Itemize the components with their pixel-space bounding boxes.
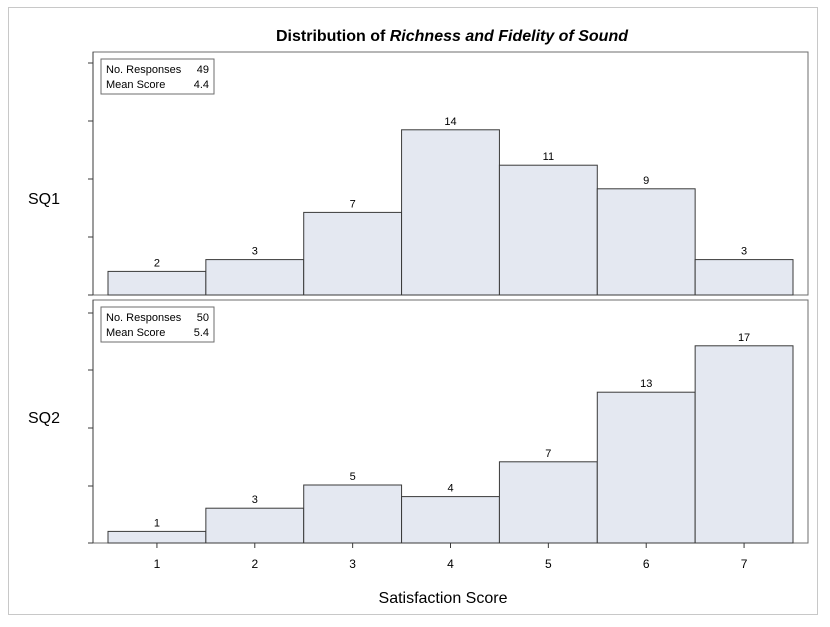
x-tick-label: 3 bbox=[349, 557, 356, 571]
data-label: 4 bbox=[447, 483, 453, 495]
stat-value: 49 bbox=[197, 64, 209, 76]
data-label: 7 bbox=[545, 448, 551, 460]
x-tick-label: 7 bbox=[741, 557, 748, 571]
stat-label: No. Responses bbox=[106, 312, 182, 324]
stat-value: 50 bbox=[197, 312, 209, 324]
x-tick-label: 5 bbox=[545, 557, 552, 571]
row-label-sq1: SQ1 bbox=[28, 191, 60, 208]
chart-title-emphasis: Richness and Fidelity of Sound bbox=[390, 28, 629, 45]
data-label: 11 bbox=[543, 151, 554, 163]
stats-box bbox=[100, 58, 215, 95]
stats-box bbox=[100, 306, 215, 343]
x-tick-label: 1 bbox=[154, 557, 161, 571]
panel-1: SQ1 2 3 7 14 11 9 3 No. Responses 49 Mean Score 4.4 bbox=[28, 51, 809, 296]
x-axis-label: Satisfaction Score bbox=[379, 590, 508, 607]
x-tick-label: 6 bbox=[643, 557, 650, 571]
bar-7 bbox=[694, 345, 794, 544]
bar-5 bbox=[498, 164, 598, 296]
data-label: 9 bbox=[643, 175, 649, 187]
data-label: 3 bbox=[252, 246, 258, 258]
chart-title: Distribution of Richness and Fidelity of… bbox=[276, 28, 629, 45]
stat-label: Mean Score bbox=[106, 79, 165, 91]
chart-title-prefix: Distribution of bbox=[276, 28, 390, 45]
bar-2 bbox=[205, 507, 305, 544]
data-label: 14 bbox=[444, 116, 456, 128]
bar-3 bbox=[303, 211, 403, 296]
bar-6 bbox=[596, 391, 696, 544]
data-label: 3 bbox=[741, 246, 747, 258]
bar-4 bbox=[401, 496, 500, 544]
data-label: 5 bbox=[350, 471, 356, 483]
stat-label: No. Responses bbox=[106, 64, 182, 76]
data-label: 3 bbox=[252, 494, 258, 506]
data-label: 1 bbox=[154, 517, 160, 529]
x-tick-label: 4 bbox=[447, 557, 454, 571]
data-label: 13 bbox=[640, 378, 652, 390]
stat-label: Mean Score bbox=[106, 327, 165, 339]
stat-value: 5.4 bbox=[194, 327, 209, 339]
bar-1 bbox=[107, 530, 207, 544]
data-label: 2 bbox=[154, 257, 160, 269]
bar-2 bbox=[205, 259, 305, 296]
bar-6 bbox=[596, 188, 696, 296]
data-label: 17 bbox=[738, 332, 750, 344]
bar-3 bbox=[303, 484, 403, 544]
row-label-sq2: SQ2 bbox=[28, 410, 60, 427]
bar-4 bbox=[401, 129, 500, 296]
bar-1 bbox=[107, 270, 207, 296]
x-tick-label: 2 bbox=[251, 557, 258, 571]
x-axis: 1 2 3 4 5 6 7 bbox=[154, 543, 748, 571]
bar-7 bbox=[694, 259, 794, 296]
bar-5 bbox=[498, 461, 598, 544]
stat-value: 4.4 bbox=[194, 79, 209, 91]
data-label: 7 bbox=[350, 198, 356, 210]
